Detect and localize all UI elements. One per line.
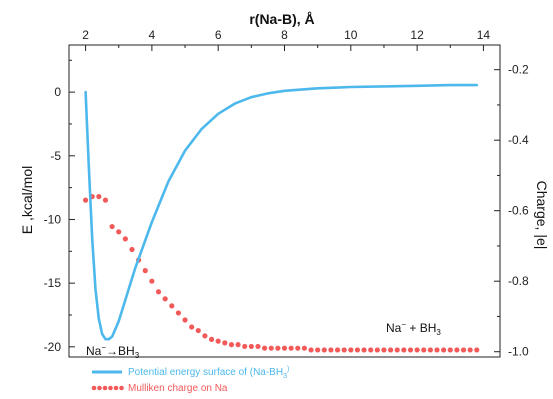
charge-point [175,310,182,316]
x-tick-label: 8 [281,28,288,42]
charge-point [387,347,394,353]
y-right-tick-label: -0.6 [508,204,529,218]
charge-point [195,327,201,334]
charge-point [275,345,281,351]
charge-point [361,347,367,353]
charge-point [149,278,155,284]
x-axis-title: r(Na-B), Å [249,11,314,27]
charge-point [96,193,102,200]
y-left-tick-label: 0 [54,85,61,99]
legend-swatch-charge [91,385,124,391]
charge-point [116,229,122,235]
charge-point [421,347,427,353]
charge-point [334,347,341,353]
y-right-tick-label: -1.0 [508,345,529,359]
charge-point [414,347,420,353]
legend-dot [119,385,124,391]
y-left-tick-label: -20 [44,340,62,354]
y-axis-left-title: E ,kcal/mol [19,166,35,234]
legend-dot [97,385,102,391]
legend-dot [113,385,119,391]
charge-point [368,347,374,353]
x-tick-label: 12 [410,28,424,42]
charge-point [354,347,361,353]
charge-point [235,342,241,348]
charge-point [208,336,215,342]
charge-point [315,347,321,353]
charge-point [182,317,188,323]
charge-point [202,333,208,339]
charge-point [474,347,480,353]
charge-point [268,345,274,351]
charge-point [129,246,135,253]
legend-dot [91,385,97,391]
charge-point [308,347,314,353]
charge-point [401,347,407,353]
charge-point [262,345,268,351]
legend-dot [102,385,108,391]
y-right-tick-label: -0.8 [508,274,529,288]
charge-point [288,345,294,351]
charge-point [341,347,347,353]
legend-label-pes: Potential energy surface of (Na-BH3) [128,366,289,380]
y-axis-right-title: Charge, |e| [534,181,550,250]
charge-point [394,347,400,353]
y-left-tick-label: -5 [50,149,61,163]
y-left-tick-label: -15 [44,276,62,290]
charge-point [155,289,162,295]
charge-point [109,223,115,230]
x-tick-label: 10 [344,28,358,42]
charge-point [215,338,221,344]
charge-point [447,347,453,353]
y-right-tick-label: -0.2 [508,63,529,77]
charge-point [441,347,447,353]
x-axis-top: 2 4 6 8 10 12 14 [82,28,490,51]
y-axis-left: 0 -5 -10 -15 -20 [44,59,75,354]
y-left-tick-label: -10 [44,212,62,226]
charge-point [169,303,175,309]
annotation-right: Na− + BH3 [386,320,441,337]
legend-label-charge: Mulliken charge on Na [128,383,228,394]
annotation-left: Na−→BH3 [86,343,140,360]
charge-point [374,347,380,353]
y-right-tick-label: -0.4 [508,133,529,147]
series-layer [82,83,480,353]
charge-point [122,236,128,242]
x-tick-label: 14 [477,28,491,42]
charge-point [434,347,440,353]
x-tick-label: 4 [149,28,156,42]
charge-point [407,347,414,353]
legend: Potential energy surface of (Na-BH3) Mul… [91,366,289,394]
charge-point [255,343,261,350]
charge-point [321,347,327,353]
charge-point [381,347,387,353]
y-axis-right: -0.2 -0.4 -0.6 -0.8 -1.0 [494,63,529,359]
x-tick-label: 6 [215,28,222,42]
charge-point [460,347,467,353]
charge-point [242,343,248,350]
pes-line [84,83,479,341]
charge-point [467,347,473,353]
legend-dot [108,385,113,391]
charge-point [162,296,168,302]
charge-point [348,347,354,353]
charge-point [189,324,195,330]
charge-point [454,347,460,353]
charge-point [281,345,288,351]
charge-point [301,345,307,351]
x-tick-label: 2 [82,28,89,42]
charge-point [142,268,148,274]
charge-point [228,342,235,348]
charge-point [248,343,254,350]
charge-point [427,347,433,353]
charge-point [222,340,228,346]
charge-point [82,197,89,203]
charge-point [328,347,334,353]
charge-point [295,345,301,351]
charge-point [102,197,109,203]
